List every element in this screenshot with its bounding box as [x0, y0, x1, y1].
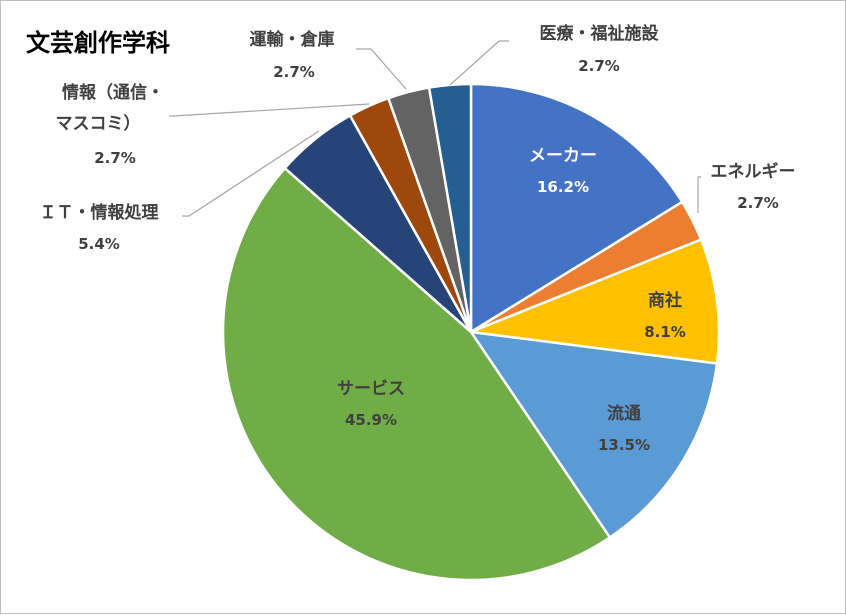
- slice-0: [469, 82, 684, 334]
- leader-lines: [169, 40, 701, 217]
- slice-label-name: 情報（通信・: [62, 82, 164, 103]
- leader-line: [697, 176, 701, 213]
- slice-label-name: 流通: [607, 403, 641, 424]
- slice-label-value: 2.7%: [94, 149, 136, 167]
- leader-line: [356, 48, 407, 90]
- slice-label-value: 2.7%: [737, 194, 779, 212]
- slice-label-name: エネルギー: [711, 162, 796, 182]
- slice-label-value: 45.9%: [345, 411, 397, 429]
- data-labels: メーカー 16.2% エネルギー 2.7% 商社 8.1% 流通 13.5% サービス 45.9%…: [40, 23, 796, 454]
- slice-label-value: 16.2%: [537, 178, 589, 196]
- slice-label-value: 13.5%: [598, 436, 650, 454]
- slice-label-value: 5.4%: [78, 235, 120, 253]
- slice-label-name: ＩＴ・情報処理: [40, 202, 159, 223]
- slice-2: [469, 238, 721, 365]
- slice-label-name: 商社: [648, 290, 682, 311]
- slice-label-name: マスコミ）: [56, 113, 141, 134]
- pie-slices: [221, 82, 721, 582]
- slice-label-name: メーカー: [529, 146, 597, 166]
- slice-4: [221, 166, 612, 582]
- slice-label-name: 運輸・倉庫: [250, 29, 335, 50]
- slice-label-name: 医療・福祉施設: [540, 23, 660, 44]
- leader-line: [182, 130, 320, 217]
- slice-3: [469, 330, 719, 539]
- slice-label-value: 8.1%: [644, 323, 686, 341]
- leader-line: [169, 103, 370, 117]
- slice-label-name: サービス: [337, 379, 405, 399]
- leader-line: [449, 40, 509, 86]
- slice-label-value: 2.7%: [578, 57, 620, 75]
- chart-title: 文芸創作学科: [26, 29, 170, 57]
- slice-label-value: 2.7%: [273, 63, 315, 81]
